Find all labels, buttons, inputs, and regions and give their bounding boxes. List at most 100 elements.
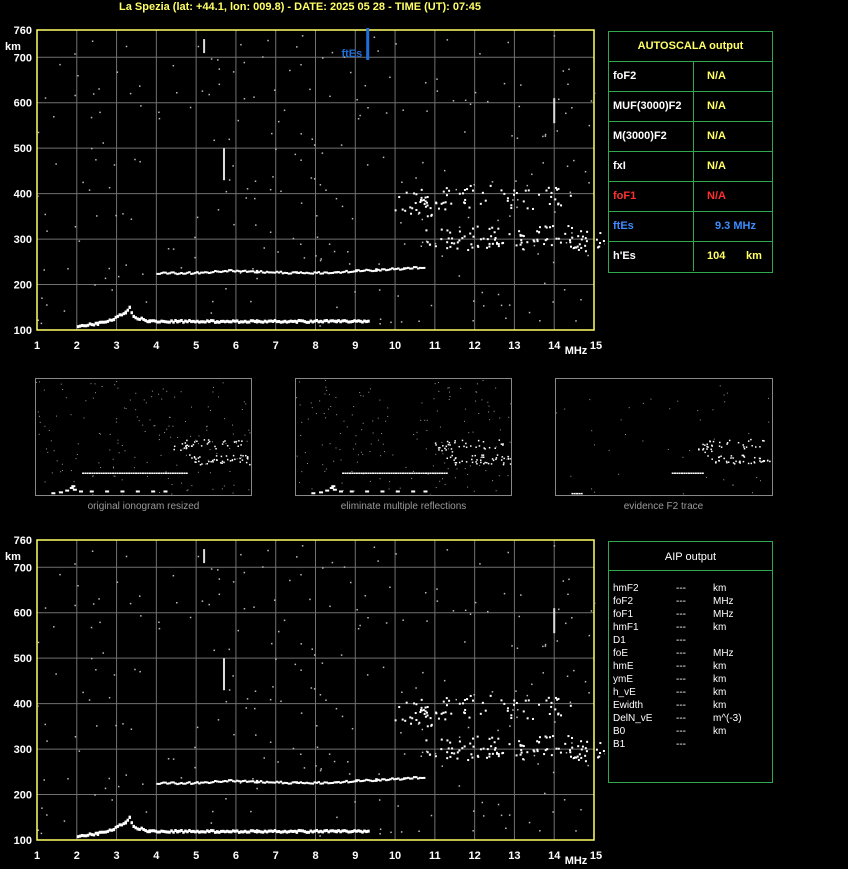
noise-dot xyxy=(642,440,644,442)
trace-point xyxy=(367,269,370,272)
trace-point xyxy=(735,460,737,463)
trace-point xyxy=(273,829,277,833)
trace-point xyxy=(194,781,197,784)
trace-point xyxy=(419,200,422,203)
trace-point xyxy=(399,778,402,781)
trace-point xyxy=(471,461,474,464)
noise-dot xyxy=(172,64,175,67)
trace-point xyxy=(194,461,196,463)
trace-point xyxy=(471,455,474,457)
trace-point xyxy=(335,781,338,784)
noise-dot xyxy=(349,71,352,74)
noise-dot xyxy=(113,475,115,477)
noise-dot xyxy=(335,707,338,710)
trace-point xyxy=(429,717,432,720)
trace-point xyxy=(285,272,289,275)
noise-dot xyxy=(435,453,437,455)
trace-point xyxy=(69,486,74,489)
trace-point xyxy=(548,712,551,715)
noise-dot xyxy=(309,88,311,91)
noise-dot xyxy=(210,58,213,60)
trace-point xyxy=(702,447,705,450)
trace-point xyxy=(544,239,547,242)
noise-dot xyxy=(109,433,111,435)
trace-point xyxy=(212,781,215,784)
trace-point xyxy=(329,319,332,323)
noise-dot xyxy=(296,556,298,558)
noise-dot xyxy=(225,288,227,290)
trace-point xyxy=(178,829,181,833)
noise-dot xyxy=(481,399,483,401)
noise-dot xyxy=(269,741,272,744)
trace-point xyxy=(160,782,163,785)
noise-dot xyxy=(369,388,371,390)
noise-dot xyxy=(491,181,494,183)
noise-dot xyxy=(98,598,100,600)
trace-point xyxy=(233,441,236,443)
noise-dot xyxy=(176,91,178,94)
trace-point xyxy=(743,447,746,450)
trace-point xyxy=(182,830,185,834)
trace-point xyxy=(259,270,263,273)
trace-point xyxy=(134,316,137,320)
autoscala-param-value: N/A xyxy=(707,100,726,112)
trace-point xyxy=(391,267,394,270)
noise-dot xyxy=(88,189,91,191)
noise-dot xyxy=(83,417,85,419)
autoscala-param-value: N/A xyxy=(707,130,726,142)
trace-point xyxy=(376,472,379,475)
trace-point xyxy=(132,824,135,828)
noise-dot xyxy=(74,736,77,738)
autoscala-row: M(3000)F2 N/A xyxy=(609,121,772,151)
x-tick-label: 12 xyxy=(469,340,481,352)
trace-point xyxy=(107,472,110,475)
trace-point xyxy=(572,756,575,759)
trace-point xyxy=(331,781,334,784)
trace-point xyxy=(520,241,523,244)
trace-point xyxy=(208,272,211,275)
trace-point xyxy=(598,755,601,758)
trace-point xyxy=(281,320,285,324)
noise-dot xyxy=(378,799,381,801)
noise-dot xyxy=(139,595,141,597)
noise-dot xyxy=(232,492,234,494)
trace-point xyxy=(221,460,224,463)
trace-point xyxy=(239,780,243,783)
trace-point xyxy=(259,830,263,834)
x-unit-label: MHz xyxy=(565,345,588,357)
noise-dot xyxy=(237,119,240,122)
trace-point xyxy=(536,238,539,241)
noise-dot xyxy=(488,411,490,413)
noise-dot xyxy=(366,164,369,166)
noise-dot xyxy=(65,397,67,399)
noise-dot xyxy=(44,213,47,216)
trace-point xyxy=(333,781,336,784)
trace-point xyxy=(243,269,247,272)
trace-point xyxy=(477,755,480,758)
trace-point xyxy=(491,242,494,245)
noise-dot xyxy=(464,609,467,612)
trace-point xyxy=(186,830,189,834)
noise-dot xyxy=(206,426,208,428)
noise-dot xyxy=(682,493,684,495)
noise-dot xyxy=(37,131,40,134)
noise-dot xyxy=(418,320,420,323)
noise-dot xyxy=(336,306,338,309)
trace-point xyxy=(122,312,126,316)
trace-point xyxy=(674,472,677,475)
trace-point xyxy=(456,751,459,754)
noise-dot xyxy=(316,215,318,217)
trace-point xyxy=(580,492,583,495)
noise-dot xyxy=(44,425,46,427)
noise-dot xyxy=(385,112,388,114)
trace-point xyxy=(371,270,374,273)
trace-point xyxy=(538,736,541,739)
noise-dot xyxy=(300,434,302,436)
trace-point xyxy=(536,230,539,233)
trace-point xyxy=(488,242,491,245)
trace-point xyxy=(444,711,447,714)
noise-dot xyxy=(61,469,63,471)
trace-point xyxy=(130,472,133,475)
trace-point xyxy=(374,472,377,475)
